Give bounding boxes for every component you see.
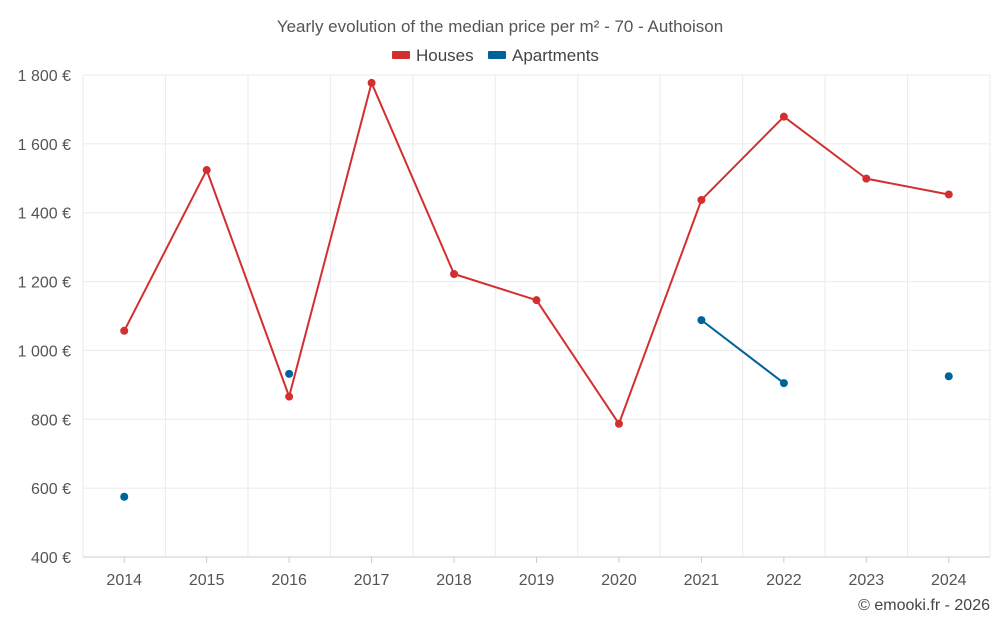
series (120, 78, 953, 501)
x-tick-label: 2015 (189, 572, 225, 589)
x-tick-label: 2017 (354, 572, 390, 589)
x-tick-label: 2014 (106, 572, 142, 589)
data-point-apartments[interactable] (285, 369, 294, 378)
data-point-houses[interactable] (614, 419, 623, 428)
legend-item-houses[interactable]: Houses (392, 46, 474, 65)
x-tick-label: 2020 (601, 572, 637, 589)
x-axis-ticks: 2014 2015 2016 2017 2018 2019 2020 2021 2022 2023… (106, 557, 967, 589)
y-tick-label: 400 € (31, 550, 71, 567)
series-line-apartments (700, 319, 785, 384)
x-tick-label: 2016 (271, 572, 307, 589)
data-point-houses[interactable] (697, 195, 706, 204)
data-point-houses[interactable] (944, 190, 953, 199)
data-point-apartments[interactable] (697, 316, 706, 325)
data-point-apartments[interactable] (120, 492, 129, 501)
data-point-apartments[interactable] (779, 379, 788, 388)
y-tick-label: 1 800 € (18, 68, 71, 85)
x-tick-label: 2023 (849, 572, 885, 589)
series-apartments (120, 316, 953, 501)
y-tick-label: 1 200 € (18, 275, 71, 292)
x-tick-label: 2018 (436, 572, 472, 589)
y-tick-label: 1 600 € (18, 137, 71, 154)
legend-swatch-apartments (488, 51, 506, 59)
x-tick-label: 2022 (766, 572, 802, 589)
data-point-houses[interactable] (120, 326, 129, 335)
y-tick-label: 1 400 € (18, 206, 71, 223)
y-axis-ticks: 400 € 600 € 800 € 1 000 € 1 200 € 1 400 € 1 60… (18, 68, 71, 567)
data-point-houses[interactable] (779, 112, 788, 121)
y-tick-label: 800 € (31, 412, 71, 429)
x-tick-label: 2021 (684, 572, 720, 589)
x-tick-label: 2019 (519, 572, 555, 589)
data-point-houses[interactable] (450, 269, 459, 278)
grid (82, 74, 991, 558)
data-point-houses[interactable] (862, 174, 871, 183)
data-point-houses[interactable] (202, 166, 211, 175)
x-tick-label: 2024 (931, 572, 967, 589)
legend: Houses Apartments (392, 46, 599, 65)
credit: © emooki.fr - 2026 (858, 597, 990, 614)
legend-swatch-houses (392, 51, 410, 59)
legend-label-apartments: Apartments (512, 46, 599, 65)
y-tick-label: 600 € (31, 481, 71, 498)
data-point-houses[interactable] (367, 78, 376, 87)
data-point-apartments[interactable] (944, 372, 953, 381)
data-point-houses[interactable] (532, 296, 541, 305)
legend-item-apartments[interactable]: Apartments (488, 46, 599, 65)
chart-title: Yearly evolution of the median price per… (277, 17, 723, 36)
y-tick-label: 1 000 € (18, 343, 71, 360)
series-houses (120, 78, 953, 428)
data-point-houses[interactable] (285, 392, 294, 401)
legend-label-houses: Houses (416, 46, 474, 65)
